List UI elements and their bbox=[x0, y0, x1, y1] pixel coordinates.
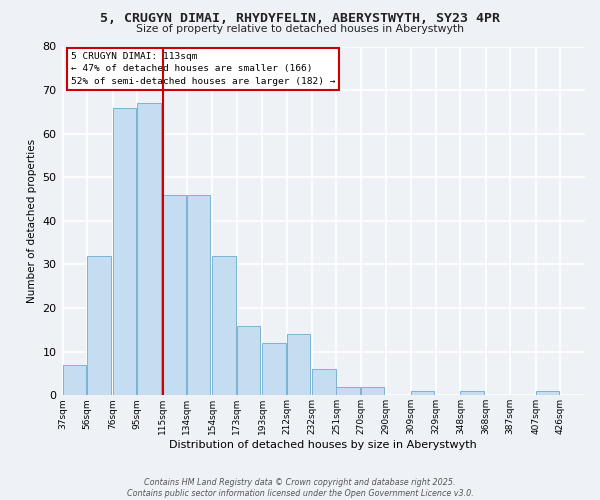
Bar bbox=[87, 256, 111, 396]
Bar bbox=[460, 391, 484, 396]
Bar bbox=[536, 391, 559, 396]
Bar bbox=[361, 386, 385, 396]
Bar bbox=[236, 326, 260, 396]
Bar bbox=[262, 343, 286, 396]
Bar bbox=[63, 365, 86, 396]
Bar bbox=[287, 334, 310, 396]
Bar bbox=[137, 103, 161, 396]
Bar bbox=[337, 386, 360, 396]
X-axis label: Distribution of detached houses by size in Aberystwyth: Distribution of detached houses by size … bbox=[169, 440, 477, 450]
Text: 5, CRUGYN DIMAI, RHYDYFELIN, ABERYSTWYTH, SY23 4PR: 5, CRUGYN DIMAI, RHYDYFELIN, ABERYSTWYTH… bbox=[100, 12, 500, 26]
Bar bbox=[410, 391, 434, 396]
Bar bbox=[113, 108, 136, 396]
Text: Size of property relative to detached houses in Aberystwyth: Size of property relative to detached ho… bbox=[136, 24, 464, 34]
Bar bbox=[312, 369, 336, 396]
Text: 5 CRUGYN DIMAI: 113sqm
← 47% of detached houses are smaller (166)
52% of semi-de: 5 CRUGYN DIMAI: 113sqm ← 47% of detached… bbox=[71, 52, 335, 86]
Y-axis label: Number of detached properties: Number of detached properties bbox=[27, 139, 37, 303]
Bar bbox=[163, 194, 186, 396]
Bar bbox=[212, 256, 236, 396]
Text: Contains HM Land Registry data © Crown copyright and database right 2025.
Contai: Contains HM Land Registry data © Crown c… bbox=[127, 478, 473, 498]
Bar bbox=[187, 194, 211, 396]
